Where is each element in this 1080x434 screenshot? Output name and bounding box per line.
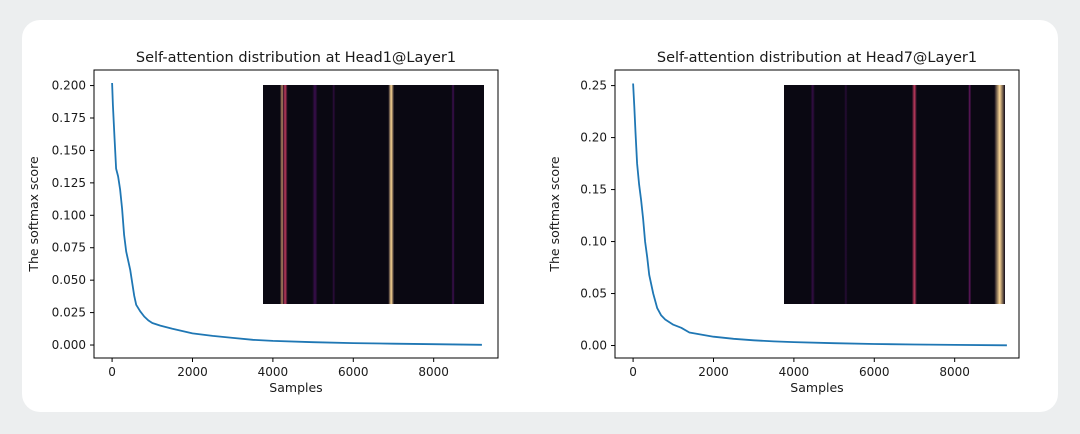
series-line: [632, 83, 1007, 347]
x-tick-label: 0: [629, 365, 637, 379]
y-tick-label: 0.000: [52, 338, 86, 352]
heatmap-band: [282, 85, 288, 304]
x-axis-label: Samples: [790, 380, 843, 395]
y-tick-label: 0.125: [52, 176, 86, 190]
x-axis-label: Samples: [269, 380, 322, 395]
y-tick-label: 0.10: [580, 235, 607, 249]
inset-heatmap: [263, 85, 484, 304]
y-tick-label: 0.00: [580, 339, 607, 353]
x-tick-label: 0: [108, 365, 116, 379]
y-tick-label: 0.150: [52, 143, 86, 157]
heatmap-band: [312, 85, 318, 304]
heatmap-band: [844, 85, 848, 304]
heatmap-band: [911, 85, 917, 304]
series-line: [111, 82, 482, 346]
heatmap-band: [332, 85, 336, 304]
plot-frame: [93, 69, 499, 359]
heatmap-band: [451, 85, 455, 304]
y-tick-label: 0.050: [52, 273, 86, 287]
y-tick-label: 0.025: [52, 306, 86, 320]
y-tick-label: 0.175: [52, 111, 86, 125]
chart-2: Self-attention distribution at Head7@Lay…: [547, 50, 1020, 395]
y-tick-label: 0.15: [580, 183, 607, 197]
inset-heatmap: [784, 85, 1005, 304]
y-tick-label: 0.20: [580, 131, 607, 145]
y-tick-label: 0.25: [580, 79, 607, 93]
inset-background: [784, 85, 1005, 304]
x-tick-label: 8000: [939, 365, 970, 379]
y-tick-label: 0.075: [52, 241, 86, 255]
x-tick-label: 6000: [338, 365, 369, 379]
x-tick-label: 8000: [418, 365, 449, 379]
heatmap-band: [388, 85, 395, 304]
heatmap-band: [994, 85, 1005, 304]
y-tick-label: 0.200: [52, 79, 86, 93]
chart-1: Self-attention distribution at Head1@Lay…: [26, 50, 499, 395]
y-tick-label: 0.05: [580, 287, 607, 301]
chart-title: Self-attention distribution at Head7@Lay…: [657, 50, 977, 66]
x-tick-label: 2000: [698, 365, 729, 379]
x-tick-label: 4000: [258, 365, 289, 379]
y-axis-label: The softmax score: [547, 156, 562, 273]
plot-frame: [614, 69, 1020, 359]
heatmap-band: [810, 85, 815, 304]
heatmap-band: [968, 85, 972, 304]
chart-title: Self-attention distribution at Head1@Lay…: [136, 50, 456, 66]
y-tick-label: 0.100: [52, 208, 86, 222]
inset-background: [263, 85, 484, 304]
x-tick-label: 6000: [859, 365, 890, 379]
y-axis-label: The softmax score: [26, 156, 41, 273]
x-tick-label: 2000: [177, 365, 208, 379]
x-tick-label: 4000: [779, 365, 810, 379]
